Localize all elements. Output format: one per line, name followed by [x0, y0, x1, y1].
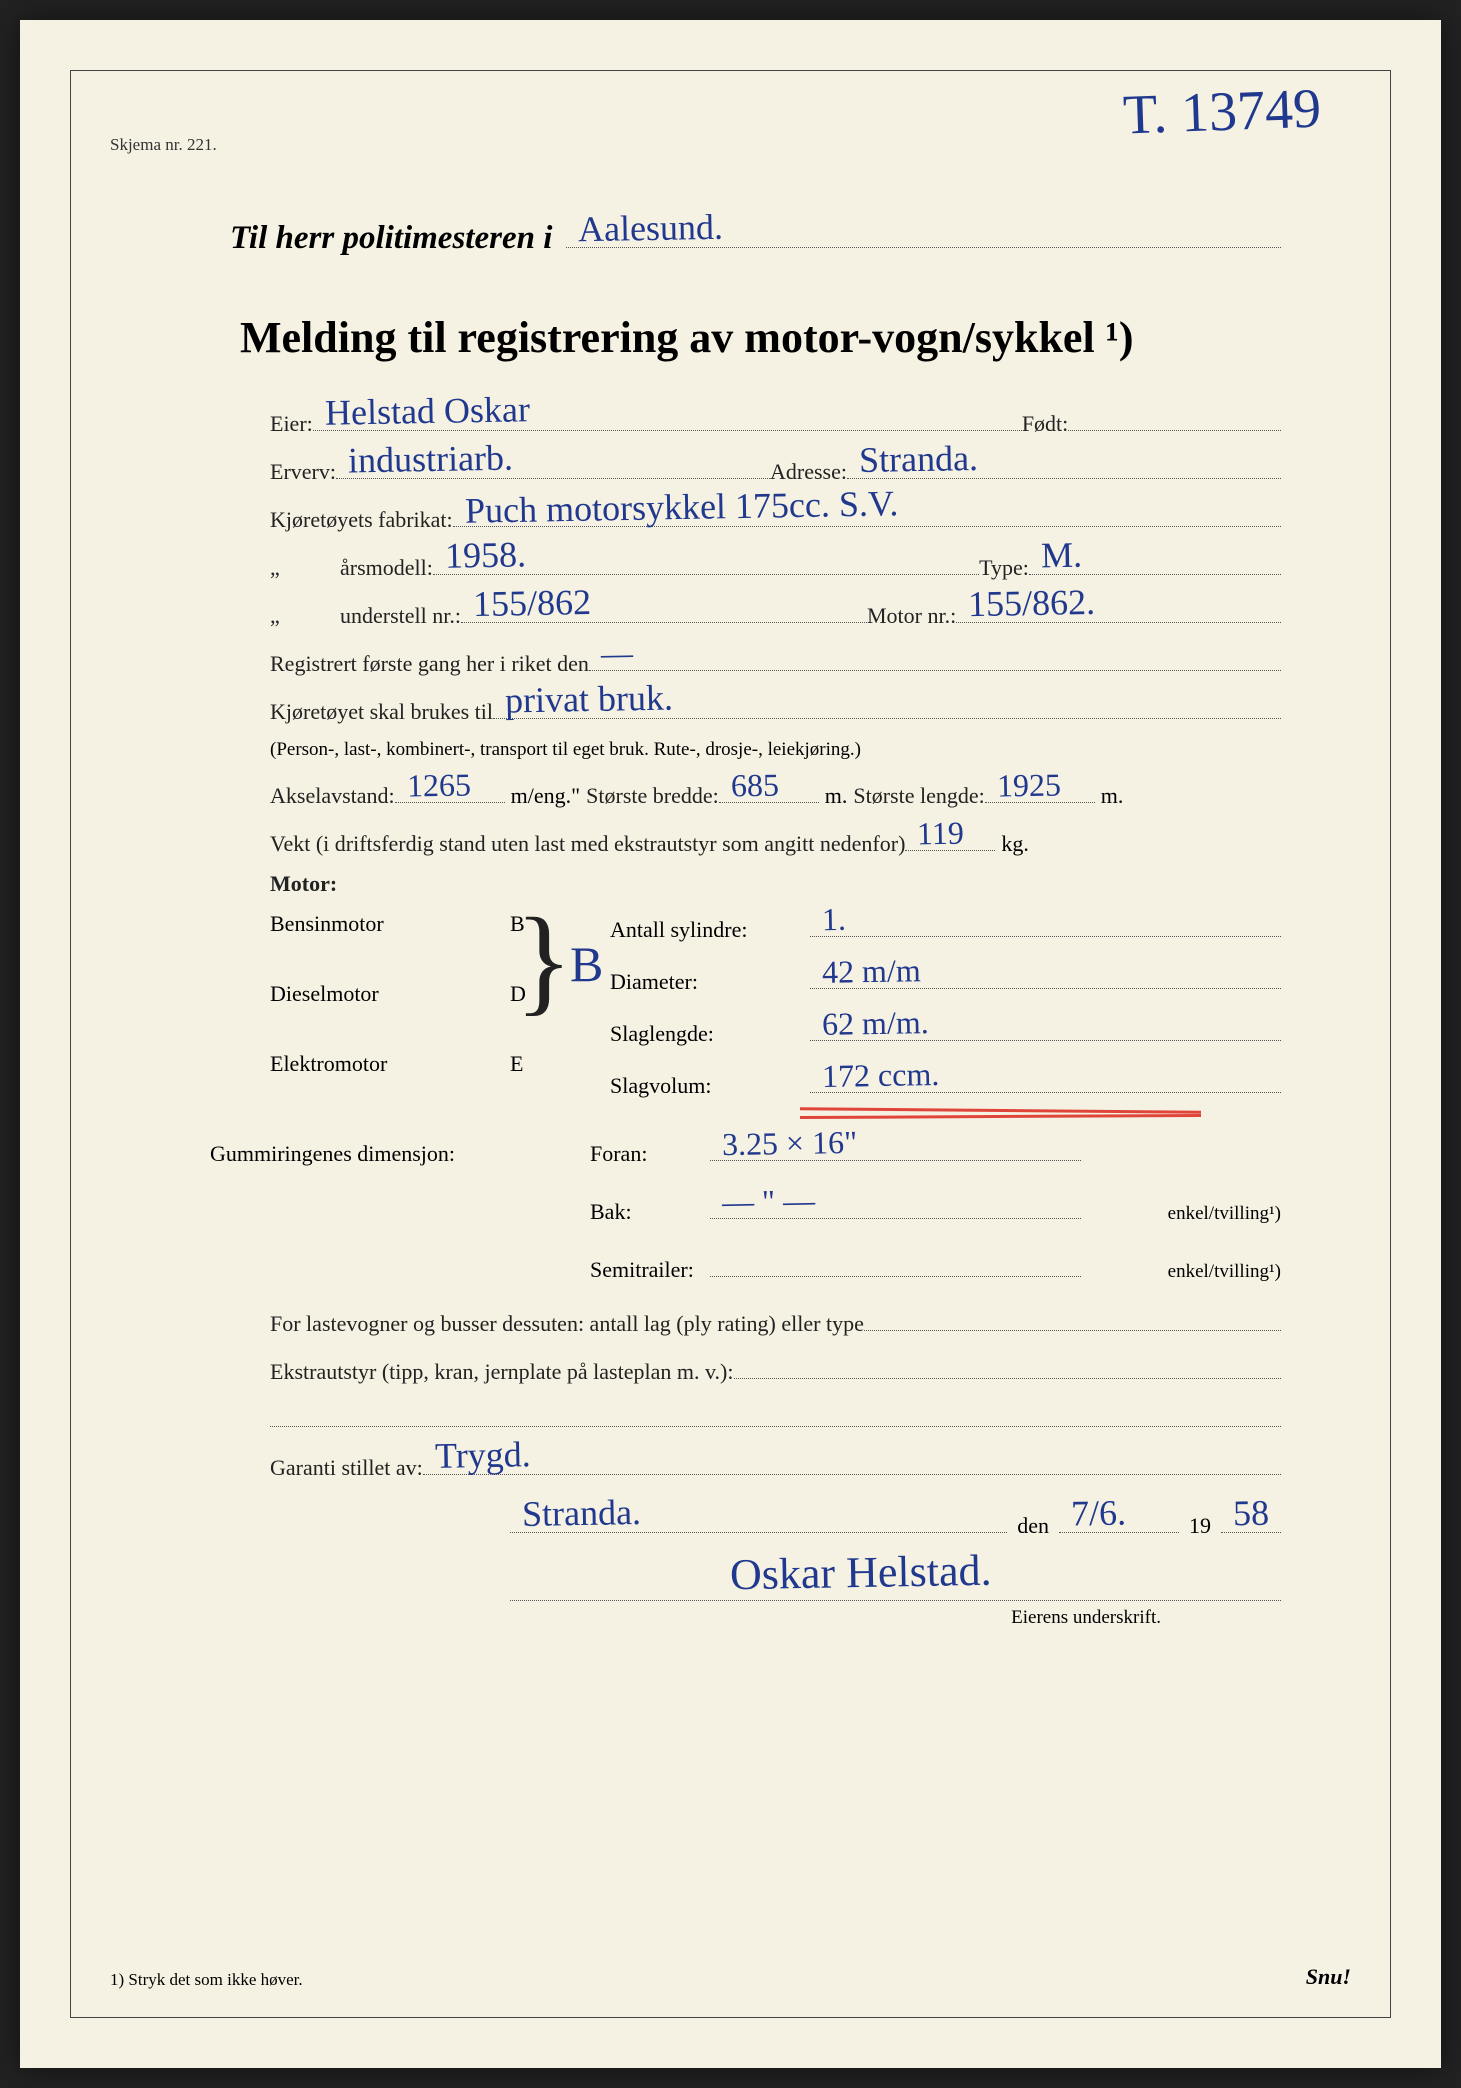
- firstreg-value: —: [601, 635, 634, 673]
- tyre-label: Gummiringenes dimensjon:: [210, 1141, 590, 1167]
- type-value: M.: [1041, 534, 1083, 577]
- cyl-label: Antall sylindre:: [610, 917, 810, 943]
- disp-label: Slagvolum:: [610, 1073, 810, 1099]
- length-label: Største lengde:: [853, 783, 984, 809]
- weight-label: Vekt (i driftsferdig stand uten last med…: [270, 831, 905, 857]
- motor-header: Motor:: [270, 871, 337, 897]
- stroke-value: 62 m/m.: [822, 1004, 929, 1043]
- usage-note: (Person-, last-, kombinert-, transport t…: [270, 739, 1281, 761]
- address-label: Adresse:: [770, 459, 847, 485]
- stroke-label: Slaglengde:: [610, 1021, 810, 1047]
- quote-mark: „: [270, 555, 340, 581]
- length-unit: m.: [1101, 783, 1124, 809]
- motor-choice: B: [570, 935, 603, 993]
- form-page: Skjema nr. 221. T. 13749 Til herr politi…: [20, 20, 1441, 2068]
- usage-row: Kjøretøyet skal brukes til privat bruk.: [270, 691, 1281, 725]
- dia-label: Diameter:: [610, 969, 810, 995]
- wheelbase-unit: m/eng.": [511, 783, 580, 809]
- guarantee-row: Garanti stillet av: Trygd.: [270, 1447, 1281, 1481]
- sig-caption: Eierens underskrift.: [510, 1607, 1161, 1629]
- occupation-row: Erverv: industriarb. Adresse: Stranda.: [270, 451, 1281, 485]
- bensin-label: Bensinmotor: [270, 911, 470, 959]
- type-label: Type:: [979, 555, 1029, 581]
- tyre-rear-label: Bak:: [590, 1199, 710, 1225]
- signature-area: Stranda. den 7/6. 19 58 Oskar Helstad. E…: [510, 1505, 1281, 1629]
- tyre-semi-label: Semitrailer:: [590, 1257, 710, 1283]
- form-number: Skjema nr. 221.: [110, 135, 217, 155]
- usage-value: privat bruk.: [505, 677, 674, 722]
- usage-label: Kjøretøyet skal brukes til: [270, 699, 493, 725]
- sig-place: Stranda.: [522, 1491, 642, 1535]
- weight-unit: kg.: [1001, 831, 1029, 857]
- salutation-value: Aalesund.: [578, 206, 724, 251]
- brace-icon: }: [515, 905, 573, 1015]
- year-row: „ årsmodell: 1958. Type: M.: [270, 547, 1281, 581]
- guarantee-value: Trygd.: [434, 1433, 530, 1477]
- sig-year: 58: [1233, 1492, 1270, 1535]
- width-unit: m.: [825, 783, 848, 809]
- red-underline: [800, 1109, 1201, 1117]
- diesel-label: Dieselmotor: [270, 981, 470, 1029]
- footnote: 1) Stryk det som ikke høver.: [110, 1970, 303, 1990]
- sig-year-prefix: 19: [1189, 1513, 1211, 1539]
- make-value: Puch motorsykkel 175cc. S.V.: [464, 482, 898, 532]
- cyl-value: 1.: [822, 901, 847, 938]
- tyre-front-label: Foran:: [590, 1141, 710, 1167]
- born-label: Født:: [1022, 411, 1068, 437]
- length-value: 1925: [996, 766, 1061, 804]
- make-row: Kjøretøyets fabrikat: Puch motorsykkel 1…: [270, 499, 1281, 533]
- handwritten-reference: T. 13749: [1122, 77, 1322, 148]
- elektro-code: E: [510, 1051, 550, 1099]
- elektro-label: Elektromotor: [270, 1051, 470, 1099]
- form-title: Melding til registrering av motor-vogn/s…: [240, 312, 1281, 363]
- trucks-label: For lastevogner og busser dessuten: anta…: [270, 1311, 864, 1337]
- motor-nr-value: 155/862.: [968, 581, 1096, 625]
- owner-label: Eier:: [270, 411, 313, 437]
- tyre-front-value: 3.25 × 16": [722, 1124, 858, 1163]
- motor-nr-label: Motor nr.:: [867, 603, 956, 629]
- make-label: Kjøretøyets fabrikat:: [270, 507, 453, 533]
- width-value: 685: [730, 767, 779, 805]
- owner-row: Eier: Helstad Oskar Født:: [270, 403, 1281, 437]
- guarantee-label: Garanti stillet av:: [270, 1455, 423, 1481]
- disp-value: 172 ccm.: [822, 1056, 940, 1095]
- owner-name: Helstad Oskar: [324, 388, 530, 434]
- firstreg-row: Registrert første gang her i riket den —: [270, 643, 1281, 677]
- extras-label: Ekstrautstyr (tipp, kran, jernplate på l…: [270, 1359, 734, 1385]
- tyre-semi-suffix: enkel/tvilling¹): [1081, 1261, 1281, 1283]
- width-label: Største bredde:: [586, 783, 719, 809]
- chassis-row: „ understell nr.: 155/862 Motor nr.: 155…: [270, 595, 1281, 629]
- chassis-value: 155/862: [473, 581, 592, 625]
- firstreg-label: Registrert første gang her i riket den: [270, 651, 589, 677]
- sig-den: den: [1017, 1513, 1049, 1539]
- sig-name: Oskar Helstad.: [730, 1545, 992, 1601]
- wheelbase-value: 1265: [406, 766, 471, 804]
- tyre-rear-suffix: enkel/tvilling¹): [1081, 1203, 1281, 1225]
- salutation-label: Til herr politimesteren i: [230, 220, 552, 257]
- extras-row: Ekstrautstyr (tipp, kran, jernplate på l…: [270, 1351, 1281, 1385]
- trucks-row: For lastevogner og busser dessuten: anta…: [270, 1303, 1281, 1337]
- salutation-line: Til herr politimesteren i Aalesund.: [230, 220, 1281, 257]
- motor-type-list: BensinmotorB DieselmotorD ElektromotorE …: [270, 911, 550, 1099]
- occupation-label: Erverv:: [270, 459, 336, 485]
- chassis-label: understell nr.:: [340, 603, 461, 629]
- weight-value: 119: [917, 815, 964, 853]
- sig-day: 7/6.: [1071, 1492, 1127, 1535]
- motor-block: BensinmotorB DieselmotorD ElektromotorE …: [270, 911, 1281, 1099]
- quote-mark-2: „: [270, 603, 340, 629]
- tyre-block: Gummiringenes dimensjon: Foran: 3.25 × 1…: [210, 1135, 1281, 1283]
- wheelbase-label: Akselavstand:: [270, 783, 395, 809]
- weight-row: Vekt (i driftsferdig stand uten last med…: [270, 823, 1281, 857]
- year-value: 1958.: [445, 533, 527, 576]
- tyre-rear-value: — " —: [722, 1182, 816, 1221]
- dia-value: 42 m/m: [822, 952, 921, 991]
- extras-line2: [270, 1399, 1281, 1427]
- snu-label: Snu!: [1306, 1964, 1351, 1990]
- address-value: Stranda.: [859, 437, 979, 481]
- occupation-value: industriarb.: [348, 437, 514, 482]
- year-label: årsmodell:: [340, 555, 433, 581]
- engine-spec: Antall sylindre: 1. Diameter: 42 m/m Sla…: [610, 911, 1281, 1099]
- dims-row: Akselavstand: 1265 m/eng." Største bredd…: [270, 775, 1281, 809]
